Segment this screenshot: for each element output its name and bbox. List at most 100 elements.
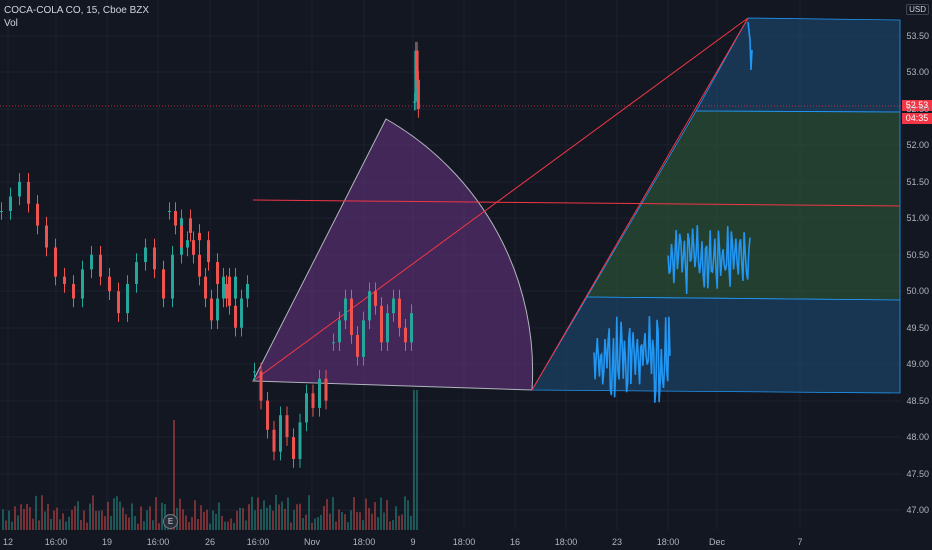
volume-bar — [356, 511, 358, 530]
projection-path — [593, 316, 671, 403]
price-tick: 48.00 — [906, 432, 929, 442]
volume-bar — [80, 519, 82, 530]
time-tick: 16:00 — [146, 537, 170, 547]
candle-body — [380, 305, 383, 343]
projection-path — [667, 225, 751, 295]
volume-bar — [194, 500, 196, 530]
candle-body — [413, 101, 416, 103]
candle-body — [311, 393, 315, 408]
candle-body — [362, 320, 365, 357]
price-tick: 49.00 — [906, 359, 929, 369]
candle-body — [404, 327, 407, 343]
trend-line-main[interactable] — [252, 17, 749, 382]
volume-bar — [140, 506, 142, 530]
volume-bar — [410, 515, 412, 530]
time-tick: 9 — [410, 537, 416, 547]
price-projection — [593, 21, 753, 403]
candle-body — [162, 269, 165, 299]
volume-bar — [416, 390, 418, 530]
volume-bar — [104, 516, 106, 530]
volume-bar — [131, 503, 133, 530]
volume-bar — [26, 503, 28, 530]
time-tick: 7 — [797, 537, 803, 547]
time-tick: Dec — [708, 537, 726, 547]
level-line[interactable] — [252, 199, 901, 207]
volume-bar — [110, 515, 112, 530]
volume-bar — [197, 519, 199, 530]
last-price-badge: 52.53 — [902, 100, 932, 111]
volume-bar — [209, 523, 211, 530]
candle-body — [117, 291, 120, 314]
volume-bar — [83, 510, 85, 530]
volume-bar — [239, 507, 241, 530]
candle-body — [332, 342, 335, 344]
volume-bar — [368, 507, 370, 530]
volume-bar — [74, 505, 76, 530]
volume-bar — [329, 513, 331, 530]
candle-body — [415, 50, 419, 80]
volume-bar — [263, 500, 265, 530]
volume-bar — [371, 513, 373, 530]
time-tick: 19 — [101, 537, 113, 547]
volume-bar — [395, 506, 397, 530]
volume-bar — [101, 510, 103, 530]
volume-bar — [302, 517, 304, 530]
fib-sector-drawing[interactable] — [252, 118, 534, 391]
currency-label[interactable]: USD — [906, 4, 929, 15]
volume-bar — [293, 509, 295, 530]
candle-body — [253, 371, 256, 373]
pitchfan-low-zone[interactable] — [531, 296, 901, 394]
volume-bar — [2, 509, 4, 530]
volume-bar — [158, 523, 160, 530]
volume-bar — [341, 511, 343, 530]
volume-bar — [107, 501, 109, 530]
volume-bar — [179, 498, 181, 530]
volume-bar — [68, 516, 70, 530]
price-scale[interactable]: USD 52.53 04:35 53.50 53.00 52.50 52.00 51.5… — [902, 0, 932, 550]
earnings-marker[interactable]: E — [163, 514, 178, 529]
candle-body — [0, 211, 3, 213]
volume-bar — [338, 509, 340, 530]
price-tick: 53.50 — [906, 31, 929, 41]
volume-bar — [44, 511, 46, 530]
candle-body — [27, 181, 30, 204]
volume-label[interactable]: Vol — [4, 18, 18, 29]
candle-body — [259, 371, 263, 401]
volume-bar — [407, 500, 409, 530]
volume-bar — [14, 506, 16, 530]
price-tick: 48.50 — [906, 396, 929, 406]
symbol-title[interactable]: COCA-COLA CO, 15, Cboe BZX — [4, 5, 150, 16]
time-tick: 16 — [509, 537, 521, 547]
price-tick: 50.00 — [906, 286, 929, 296]
volume-bar — [404, 496, 406, 530]
candle-body — [135, 262, 138, 284]
volume-bar — [125, 514, 127, 530]
volume-bar — [5, 520, 7, 530]
pitchfan-top-zone[interactable] — [695, 17, 901, 113]
candle-body — [9, 196, 12, 212]
projection-path — [747, 21, 753, 71]
volume-bar — [17, 515, 19, 530]
time-tick: 12 — [2, 537, 14, 547]
countdown-badge: 04:35 — [902, 113, 932, 124]
volume-bar — [353, 496, 355, 530]
candle-body — [240, 298, 243, 328]
volume-bar — [86, 522, 88, 530]
candle-body — [344, 298, 347, 321]
volume-bar — [203, 511, 205, 530]
volume-bar — [344, 514, 346, 530]
time-tick: 16:00 — [44, 537, 68, 547]
volume-bar — [401, 514, 403, 530]
volume-bar — [269, 504, 271, 530]
volume-bar — [146, 510, 148, 530]
price-tick: 47.50 — [906, 469, 929, 479]
volume-bar — [152, 520, 154, 530]
candle-body — [90, 254, 93, 270]
volume-bar — [47, 503, 49, 530]
volume-bar — [284, 508, 286, 530]
volume-bar — [347, 522, 349, 530]
price-tick: 53.00 — [906, 67, 929, 77]
volume-bar — [20, 504, 22, 530]
candle-body — [153, 247, 156, 270]
